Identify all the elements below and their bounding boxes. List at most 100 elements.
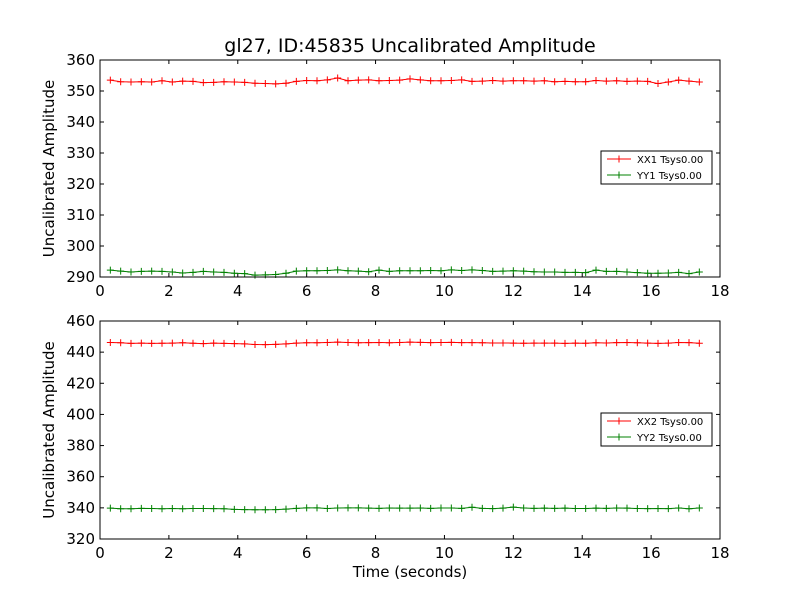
data-point (509, 267, 517, 275)
data-point (303, 76, 311, 84)
data-point (148, 339, 156, 347)
data-point (458, 339, 466, 347)
data-point (489, 267, 497, 275)
y-tick-label: 310 (66, 206, 95, 224)
data-point (530, 339, 538, 347)
data-point (499, 504, 507, 512)
data-point (530, 77, 538, 85)
data-point (334, 266, 342, 274)
data-point (509, 503, 517, 511)
y-tick-label: 440 (66, 343, 95, 361)
data-point (695, 504, 703, 512)
data-point (396, 267, 404, 275)
data-point (385, 504, 393, 512)
data-point (127, 268, 135, 276)
data-point (344, 267, 352, 275)
x-tick-label: 14 (573, 282, 592, 300)
data-point (261, 506, 269, 514)
y-tick-label: 350 (66, 82, 95, 100)
data-point (551, 78, 559, 86)
data-point (334, 504, 342, 512)
data-point (241, 506, 249, 514)
x-tick-label: 2 (164, 282, 174, 300)
data-point (313, 504, 321, 512)
data-point (354, 504, 362, 512)
data-point (158, 267, 166, 275)
data-point (695, 339, 703, 347)
data-point (344, 504, 352, 512)
data-point (137, 339, 145, 347)
y-axis-label: Uncalibrated Amplitude (40, 341, 58, 518)
data-point (520, 77, 528, 85)
data-point (179, 505, 187, 513)
data-point (623, 338, 631, 346)
data-point (551, 268, 559, 276)
data-point (168, 78, 176, 86)
chart-title: gl27, ID:45835 Uncalibrated Amplitude (224, 35, 595, 57)
data-point (137, 78, 145, 86)
data-point (530, 504, 538, 512)
data-point (416, 504, 424, 512)
data-point (365, 339, 373, 347)
data-point (210, 339, 218, 347)
x-tick-label: 0 (95, 544, 105, 562)
data-point (261, 80, 269, 88)
data-point (127, 78, 135, 86)
data-point (396, 504, 404, 512)
x-tick-label: 8 (371, 282, 381, 300)
x-tick-label: 4 (233, 282, 243, 300)
data-point (520, 267, 528, 275)
data-point (148, 78, 156, 86)
y-tick-label: 360 (66, 51, 95, 69)
data-point (220, 78, 228, 86)
data-point (179, 77, 187, 85)
data-point (137, 267, 145, 275)
x-tick-label: 0 (95, 282, 105, 300)
axes-frame (99, 320, 721, 540)
data-point (613, 267, 621, 275)
data-point (509, 339, 517, 347)
data-point (375, 504, 383, 512)
data-point (106, 76, 114, 84)
x-tick-label: 16 (642, 544, 661, 562)
data-point (613, 339, 621, 347)
data-point (654, 80, 662, 88)
data-point (675, 338, 683, 346)
data-point (447, 76, 455, 84)
data-point (313, 267, 321, 275)
data-point (313, 77, 321, 85)
series-line-xx1 (110, 77, 700, 85)
data-point (582, 269, 590, 277)
data-point (478, 77, 486, 85)
data-point (272, 340, 280, 348)
data-point (199, 340, 207, 348)
data-point (416, 267, 424, 275)
data-point (571, 504, 579, 512)
data-point (241, 340, 249, 348)
data-point (582, 339, 590, 347)
data-point (117, 505, 125, 513)
data-point (592, 76, 600, 84)
data-point (251, 341, 259, 349)
data-point (623, 268, 631, 276)
data-point (447, 504, 455, 512)
data-point (437, 77, 445, 85)
data-point (437, 267, 445, 275)
data-point (230, 78, 238, 86)
data-point (137, 504, 145, 512)
data-point (303, 339, 311, 347)
data-point (210, 78, 218, 86)
data-point (189, 77, 197, 85)
data-point (189, 504, 197, 512)
data-point (179, 339, 187, 347)
data-point (117, 339, 125, 347)
data-point (582, 504, 590, 512)
data-point (179, 269, 187, 277)
data-point (654, 269, 662, 277)
data-point (685, 505, 693, 513)
data-point (540, 268, 548, 276)
legend: XX2 Tsys0.00 YY2 Tsys0.00 (600, 412, 713, 447)
data-point (499, 77, 507, 85)
